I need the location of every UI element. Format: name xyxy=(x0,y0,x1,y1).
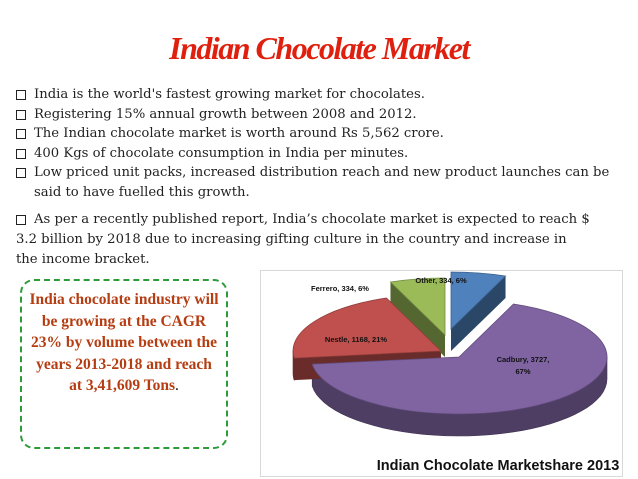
list-item: 400 Kgs of chocolate consumption in Indi… xyxy=(16,144,616,164)
list-item: Registering 15% annual growth between 20… xyxy=(16,105,616,125)
list-item: India is the world's fastest growing mar… xyxy=(16,85,616,105)
bullet-text: 400 Kgs of chocolate consumption in Indi… xyxy=(34,145,409,161)
callout-text: India chocolate industry will be growing… xyxy=(29,291,219,394)
bullet-text: Low priced unit packs, increased distrib… xyxy=(34,165,610,200)
checkbox-bullet-icon xyxy=(16,90,26,100)
pie-label-nestle: Nestle, 1168, 21% xyxy=(325,335,387,344)
pie-slice-ferrero xyxy=(389,277,446,336)
list-item: The Indian chocolate market is worth aro… xyxy=(16,124,616,144)
checkbox-bullet-icon xyxy=(16,109,26,120)
pie-slice-face-other xyxy=(451,276,506,351)
paragraph-text: As per a recently published report, Indi… xyxy=(16,212,590,267)
pie-slice-face-ferrero xyxy=(390,282,445,357)
pie-label-cadbury: Cadbury, 3727, xyxy=(497,355,550,364)
checkbox-bullet-icon xyxy=(16,168,26,178)
page-title: Indian Chocolate Market xyxy=(169,30,470,66)
pie-label-other: Other, 334, 6% xyxy=(415,276,467,285)
checkbox-bullet-icon xyxy=(16,148,26,159)
chart-frame xyxy=(260,270,623,477)
bullet-text: India is the world's fastest growing mar… xyxy=(34,87,425,102)
pie-label-percent-cadbury: 67% xyxy=(515,367,530,376)
pie-label-ferrero: Ferrero, 334, 6% xyxy=(311,284,369,293)
chart-title: Indian Chocolate Marketshare 2013 xyxy=(377,458,620,474)
bullet-list: India is the world's fastest growing mar… xyxy=(16,85,616,202)
bullet-text: The Indian chocolate market is worth aro… xyxy=(34,126,444,141)
bullet-text: Registering 15% annual growth between 20… xyxy=(34,106,417,122)
list-item: Low priced unit packs, increased distrib… xyxy=(16,163,616,202)
cagr-callout-box: India chocolate industry will be growing… xyxy=(20,279,228,449)
callout-period: . xyxy=(175,377,179,394)
report-paragraph: As per a recently published report, Indi… xyxy=(16,210,591,270)
checkbox-bullet-icon xyxy=(16,214,26,225)
pie-slice-cadbury xyxy=(311,303,608,415)
pie-slice-nestle xyxy=(292,297,442,359)
pie-slice-other xyxy=(450,271,507,330)
checkbox-bullet-icon xyxy=(16,129,26,139)
